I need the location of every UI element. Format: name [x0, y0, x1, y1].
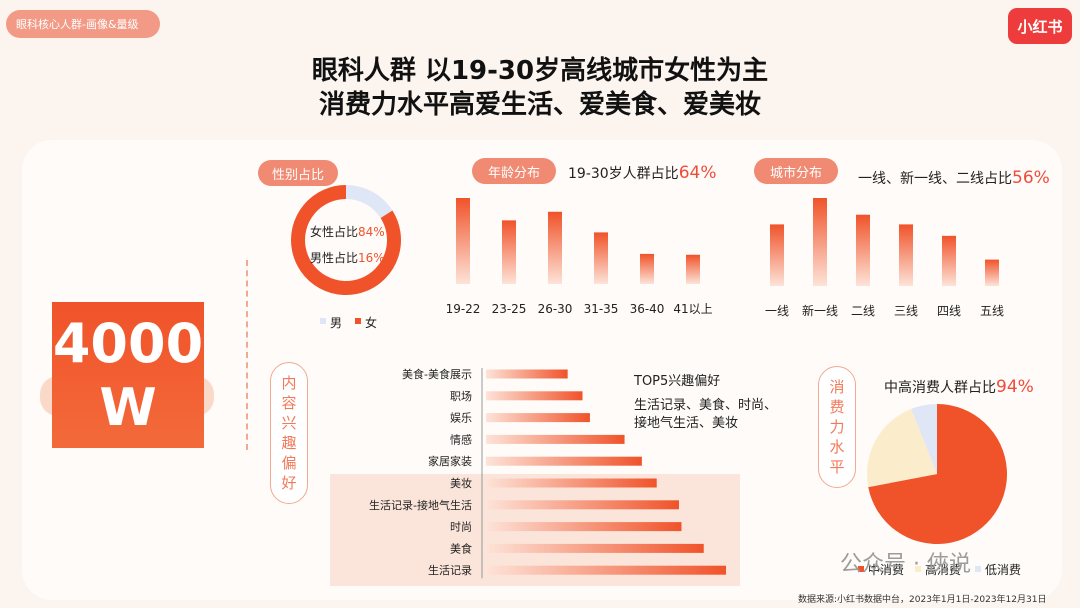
- data-source: 数据来源:小红书数据中台，2023年1月1日-2023年12月31日: [798, 595, 1047, 605]
- city-tick-0: 一线: [765, 304, 789, 318]
- age-tick-2: 26-30: [538, 302, 573, 316]
- interest-bar-3: [486, 434, 625, 444]
- interest-bar-5: [486, 478, 657, 488]
- city-tick-4: 四线: [937, 304, 961, 318]
- big-number-card: 4000 W: [52, 302, 204, 448]
- city-bar-4: [942, 235, 956, 286]
- big-number-line1: 4000: [52, 312, 204, 375]
- divider-dashed: [246, 260, 248, 450]
- consumption-slice-0: [868, 404, 1007, 544]
- top5-note-line2: 接地气生活、美妆: [634, 416, 739, 431]
- gender-legend-swatch-0: [320, 318, 326, 324]
- age-tick-0: 19-22: [446, 302, 481, 316]
- city-bar-0: [770, 224, 784, 286]
- gender-legend-label-1: 女: [365, 315, 377, 330]
- interest-bar-6: [486, 500, 679, 510]
- interest-bar-8: [486, 543, 704, 553]
- interest-label-3: 情感: [450, 433, 472, 446]
- top5-note-line1: 生活记录、美食、时尚、: [634, 398, 778, 413]
- gender-female-text: 女性占比: [310, 224, 358, 239]
- city-bar-5: [985, 259, 999, 286]
- interest-label-4: 家居家装: [428, 454, 472, 468]
- gender-slice-1: [291, 185, 401, 295]
- city-stat-prefix: 一线、新一线、二线占比: [858, 171, 1012, 187]
- consumption-section-label: 消费力水平: [818, 366, 856, 488]
- age-bar-4: [640, 253, 654, 284]
- consumption-stat-value: 94%: [996, 377, 1034, 397]
- interest-bar-9: [486, 565, 726, 575]
- consumption-legend-swatch-1: [915, 566, 921, 572]
- interest-bar-4: [486, 456, 642, 466]
- city-stat-value: 56%: [1012, 168, 1050, 188]
- xiaohongshu-logo: 小红书: [1008, 8, 1072, 44]
- consumption-stat: 中高消费人群占比94%: [884, 377, 1034, 397]
- city-bar-1: [813, 198, 827, 286]
- city-bar-2: [856, 214, 870, 286]
- consumption-legend-swatch-0: [858, 566, 864, 572]
- age-bar-1: [502, 220, 516, 284]
- gender-male-value: 16%: [358, 251, 385, 265]
- interest-label-7: 时尚: [450, 520, 472, 534]
- interest-label-0: 美食-美食展示: [402, 367, 472, 381]
- gender-legend-label-0: 男: [330, 316, 342, 330]
- gender-section-label: 性别占比: [258, 160, 338, 186]
- city-tick-5: 五线: [980, 304, 1004, 318]
- city-tick-1: 新一线: [802, 303, 838, 318]
- age-tick-5: 41以上: [673, 302, 712, 316]
- consumption-slice-1: [866, 408, 937, 488]
- city-bar-3: [899, 224, 913, 286]
- gender-female-label: 女性占比84%: [310, 224, 385, 239]
- big-number-line2: W: [99, 378, 157, 438]
- consumption-stat-prefix: 中高消费人群占比: [884, 380, 996, 396]
- consumption-legend-label-1: 高消费: [925, 562, 961, 577]
- interest-bar-0: [486, 369, 568, 379]
- city-stat: 一线、新一线、二线占比56%: [858, 168, 1050, 188]
- age-tick-4: 36-40: [630, 302, 665, 316]
- age-tick-1: 23-25: [492, 302, 527, 316]
- age-tick-3: 31-35: [584, 302, 619, 316]
- gender-male-text: 男性占比: [310, 250, 358, 265]
- interest-label-1: 职场: [450, 389, 472, 403]
- headline-line-1: 眼科人群 以19-30岁高线城市女性为主: [311, 56, 769, 86]
- interest-label-9: 生活记录: [428, 563, 472, 577]
- age-bar-3: [594, 232, 608, 284]
- interest-section-label: 内容兴趣偏好: [270, 362, 308, 504]
- interest-label-2: 娱乐: [450, 411, 472, 425]
- age-stat-value: 64%: [678, 163, 717, 183]
- age-stat: 19-30岁人群占比64%: [568, 163, 716, 183]
- age-bar-0: [456, 198, 470, 284]
- age-bar-5: [686, 254, 700, 284]
- city-tick-2: 二线: [851, 304, 875, 318]
- interest-bar-7: [486, 522, 682, 532]
- interest-bar-1: [486, 391, 583, 401]
- consumption-legend-swatch-2: [975, 566, 981, 572]
- age-bar-2: [548, 211, 562, 284]
- gender-slice-0: [345, 185, 393, 219]
- age-section-label: 年龄分布: [472, 158, 556, 184]
- consumption-legend-label-0: 中消费: [868, 562, 904, 577]
- top5-note-title: TOP5兴趣偏好: [634, 374, 721, 389]
- interest-label-6: 生活记录-接地气生活: [369, 498, 472, 512]
- city-tick-3: 三线: [894, 304, 918, 318]
- headline-line-2: 消费力水平高爱生活、爱美食、爱美妆: [318, 90, 761, 120]
- consumption-legend-label-2: 低消费: [985, 563, 1021, 577]
- gender-male-label: 男性占比16%: [310, 250, 385, 265]
- gender-female-value: 84%: [358, 225, 385, 239]
- section-tag: 眼科核心人群-画像&量级: [6, 10, 160, 38]
- interest-label-8: 美食: [450, 541, 472, 555]
- interest-bar-2: [486, 413, 590, 423]
- age-stat-prefix: 19-30岁人群占比: [568, 166, 679, 182]
- gender-legend-swatch-1: [355, 318, 361, 324]
- consumption-slice-2: [911, 404, 937, 474]
- interest-label-5: 美妆: [450, 477, 472, 490]
- watermark: 公众号 · 俠说: [840, 552, 971, 577]
- city-section-label: 城市分布: [754, 158, 838, 184]
